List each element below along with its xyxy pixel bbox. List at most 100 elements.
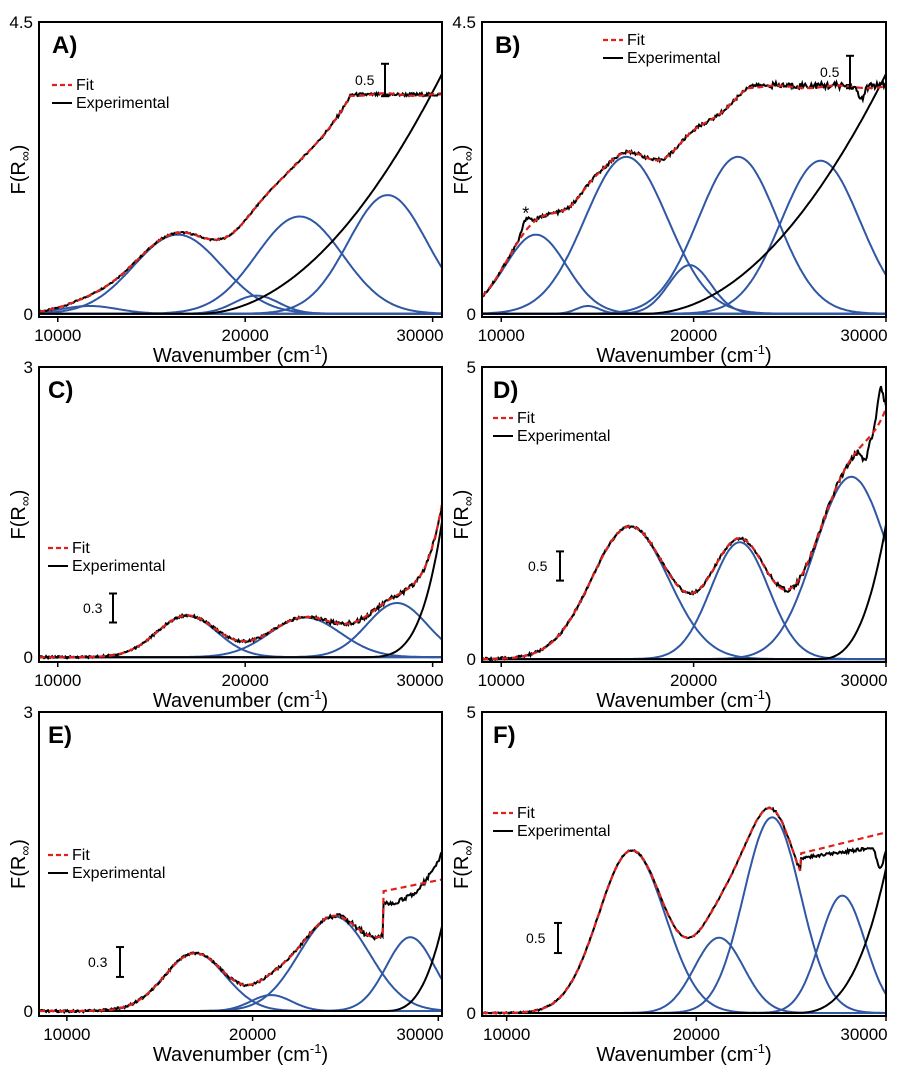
fit-line	[39, 503, 442, 659]
x-tick-label: 10000	[478, 671, 525, 690]
x-axis-label: Wavenumber (cm-1)	[153, 342, 328, 367]
fit-line	[482, 807, 886, 1015]
x-tick-label: 10000	[34, 671, 81, 690]
x-axis-label-superscript: -1	[310, 687, 322, 702]
x-tick-label: 30000	[840, 671, 887, 690]
fit-line	[482, 84, 886, 298]
experimental-line	[39, 90, 442, 314]
plot-frame	[38, 366, 443, 663]
x-tick-label: 30000	[840, 1025, 887, 1044]
y-tick-label: 5	[467, 358, 476, 377]
panel-c: 10000 20000 30000 3 0 Wavenumber (cm-1) F(R∞) C…	[8, 358, 444, 712]
x-axis-label-superscript: -1	[310, 342, 322, 357]
scale-bar: 0.3	[83, 592, 117, 624]
scale-bar: 0.5	[528, 550, 564, 582]
plot-area	[482, 73, 886, 315]
legend-experimental-label: Experimental	[76, 95, 169, 112]
panel-d: 10000 20000 30000 5 0 Wavenumber (cm-1) F(R∞) D…	[451, 358, 888, 712]
x-axis-label: Wavenumber (cm-1)	[596, 687, 771, 712]
y-axis-label-suffix: )	[451, 145, 473, 152]
plot-area	[482, 385, 886, 662]
y-tick-label: 0	[467, 650, 476, 669]
star-annotation: *	[522, 204, 529, 224]
legend-fit-label: Fit	[76, 77, 94, 94]
x-tick-label: 30000	[396, 326, 443, 345]
component-band-4	[482, 264, 886, 315]
legend-experimental-label: Experimental	[72, 558, 165, 575]
fit-line	[39, 878, 442, 1013]
y-tick-label: 0	[467, 305, 476, 324]
y-axis-label: F(R∞)	[8, 490, 33, 540]
y-tick-label: 0	[467, 1004, 476, 1023]
panel-b: 10000 20000 30000 4.5 0 Wavenumber (cm-1) F(R∞…	[451, 13, 888, 367]
x-tick-label: 20000	[222, 326, 269, 345]
absorption-edge-line	[39, 521, 442, 659]
x-axis-label: Wavenumber (cm-1)	[153, 687, 328, 712]
y-axis-label-subscript: ∞	[17, 496, 33, 506]
x-tick-label: 20000	[673, 1025, 720, 1044]
panel-label: D)	[493, 377, 518, 404]
scale-bar: 0.3	[88, 946, 124, 978]
x-axis-label-suffix: )	[321, 1044, 328, 1066]
scale-bar-label: 0.5	[526, 930, 546, 946]
legend-fit-label: Fit	[72, 540, 90, 557]
legend-fit-label: Fit	[517, 410, 535, 427]
y-tick-label: 0	[24, 648, 33, 667]
plot-area	[39, 73, 442, 315]
component-band-4	[39, 936, 442, 1012]
x-axis-label-suffix: )	[765, 1044, 772, 1066]
legend-experimental-label: Experimental	[627, 50, 720, 67]
absorption-edge-line	[482, 524, 886, 661]
y-axis-label: F(R∞)	[451, 839, 476, 889]
component-band-2	[39, 616, 442, 659]
component-band-2	[482, 936, 886, 1014]
x-tick-label: 30000	[840, 326, 887, 345]
y-tick-label: 0	[24, 1002, 33, 1021]
x-axis-label-suffix: )	[765, 690, 772, 712]
scale-bar: 0.5	[820, 54, 854, 90]
y-tick-label: 3	[24, 358, 33, 377]
x-tick-label: 20000	[222, 671, 269, 690]
y-axis-label-suffix: )	[451, 839, 473, 846]
panel-e: 10000 20000 30000 3 0 Wavenumber (cm-1) F(R∞) E…	[8, 703, 444, 1066]
x-tick-label: 10000	[478, 326, 525, 345]
plot-frame	[481, 366, 887, 663]
x-axis-label: Wavenumber (cm-1)	[596, 342, 771, 367]
y-tick-label: 0	[24, 305, 33, 324]
y-axis-label: F(R∞)	[8, 839, 33, 889]
scale-bar-label: 0.3	[88, 954, 108, 970]
x-tick-label: 10000	[43, 1025, 90, 1044]
panel-label: A)	[52, 32, 77, 59]
panel-label: B)	[495, 32, 520, 59]
absorption-edge-line	[482, 868, 886, 1014]
x-tick-label: 10000	[34, 326, 81, 345]
x-tick-label: 10000	[483, 1025, 530, 1044]
panel-a: 10000 20000 30000 4.5 0 Wavenumber (cm-1) F(R∞…	[8, 13, 444, 367]
absorption-edge-line	[482, 73, 886, 315]
plot-area	[39, 851, 442, 1015]
legend-fit-label: Fit	[517, 805, 535, 822]
y-axis-label-suffix: )	[8, 145, 30, 152]
y-axis-label-subscript: ∞	[17, 151, 33, 161]
x-axis-label: Wavenumber (cm-1)	[153, 1041, 328, 1066]
x-tick-label: 20000	[670, 671, 717, 690]
legend-fit-label: Fit	[72, 847, 90, 864]
y-tick-label: 3	[24, 703, 33, 722]
scale-bar-label: 0.3	[83, 600, 103, 616]
x-tick-label: 30000	[396, 1025, 443, 1044]
y-tick-label: 4.5	[452, 13, 476, 32]
experimental-line	[482, 79, 886, 298]
absorption-edge-line	[39, 73, 442, 315]
x-axis-label-superscript: -1	[310, 1041, 322, 1056]
x-axis-label-superscript: -1	[753, 342, 765, 357]
y-tick-label: 5	[467, 703, 476, 722]
y-axis-label-subscript: ∞	[460, 496, 476, 506]
y-axis-label-subscript: ∞	[17, 846, 33, 856]
legend-fit-label: Fit	[627, 32, 645, 49]
x-axis-label: Wavenumber (cm-1)	[596, 1041, 771, 1066]
panel-label: E)	[48, 722, 72, 749]
y-axis-label-suffix: )	[8, 490, 30, 497]
